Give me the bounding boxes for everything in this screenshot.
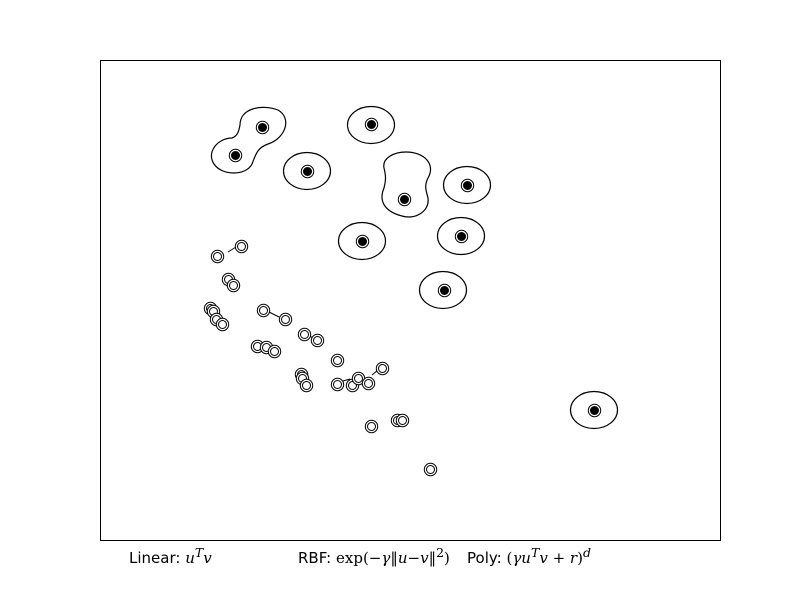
point-marker — [440, 286, 449, 295]
contour-pair-left — [210, 106, 287, 174]
point-marker — [258, 123, 267, 132]
formula-poly: (γuTv + r)d — [506, 545, 591, 567]
contour-single — [569, 390, 619, 430]
point-marker — [333, 356, 342, 365]
point-marker — [213, 252, 222, 261]
support-point — [355, 234, 370, 249]
neighbor-link — [268, 311, 280, 318]
kernel-legend: Linear: uTv RBF: exp(−γ‖u−v‖2) Poly: (γu… — [0, 545, 800, 569]
formula-linear: uTv — [185, 545, 212, 567]
support-point — [364, 117, 379, 132]
point-marker — [218, 320, 227, 329]
point-marker — [358, 237, 367, 246]
point-marker — [229, 281, 238, 290]
point-marker — [313, 336, 322, 345]
data-point — [267, 344, 282, 359]
data-point — [226, 278, 241, 293]
support-point — [437, 283, 452, 298]
contour-single — [436, 216, 486, 256]
data-point — [330, 353, 345, 368]
data-point — [364, 419, 379, 434]
support-point — [587, 403, 602, 418]
point-marker — [270, 347, 279, 356]
decision-boundary-contours — [210, 105, 619, 430]
point-marker — [237, 242, 246, 251]
data-point — [330, 377, 345, 392]
contour-single — [346, 105, 396, 145]
legend-poly: Poly: (γuTv + r)d — [467, 545, 591, 567]
data-point — [310, 333, 325, 348]
data-point — [395, 413, 410, 428]
contour-single — [442, 165, 492, 205]
point-marker — [426, 465, 435, 474]
point-marker — [303, 167, 312, 176]
plot-frame — [100, 60, 721, 541]
data-point — [234, 239, 249, 254]
point-marker — [398, 416, 407, 425]
point-marker — [400, 195, 409, 204]
support-point — [454, 229, 469, 244]
data-points — [203, 117, 602, 477]
support-point — [397, 192, 412, 207]
point-marker — [367, 120, 376, 129]
support-point — [228, 148, 243, 163]
data-point — [297, 327, 312, 342]
data-point — [256, 303, 271, 318]
contour-single — [418, 270, 468, 310]
neighbor-link — [227, 246, 237, 253]
legend-linear: Linear: uTv — [129, 545, 212, 567]
point-marker — [367, 422, 376, 431]
legend-rbf: RBF: exp(−γ‖u−v‖2) — [298, 545, 450, 567]
point-marker — [333, 380, 342, 389]
support-point — [460, 178, 475, 193]
point-marker — [231, 151, 240, 160]
data-point — [210, 249, 225, 264]
point-marker — [378, 364, 387, 373]
formula-rbf: exp(−γ‖u−v‖2) — [336, 545, 450, 567]
point-marker — [364, 379, 373, 388]
point-marker — [259, 306, 268, 315]
point-marker — [302, 381, 311, 390]
point-marker — [457, 232, 466, 241]
data-point — [375, 361, 390, 376]
neighbor-link — [342, 378, 351, 382]
support-point — [300, 164, 315, 179]
point-marker — [300, 330, 309, 339]
contour-single — [337, 221, 387, 261]
data-point — [361, 376, 376, 391]
point-marker — [590, 406, 599, 415]
neighbor-links — [227, 246, 379, 382]
point-marker — [281, 315, 290, 324]
data-point — [278, 312, 293, 327]
point-marker — [354, 374, 363, 383]
point-marker — [463, 181, 472, 190]
data-point — [423, 462, 438, 477]
contour-pair-middle — [381, 151, 432, 218]
data-point — [299, 378, 314, 393]
support-point — [255, 120, 270, 135]
data-point — [215, 317, 230, 332]
contour-single — [282, 151, 332, 191]
